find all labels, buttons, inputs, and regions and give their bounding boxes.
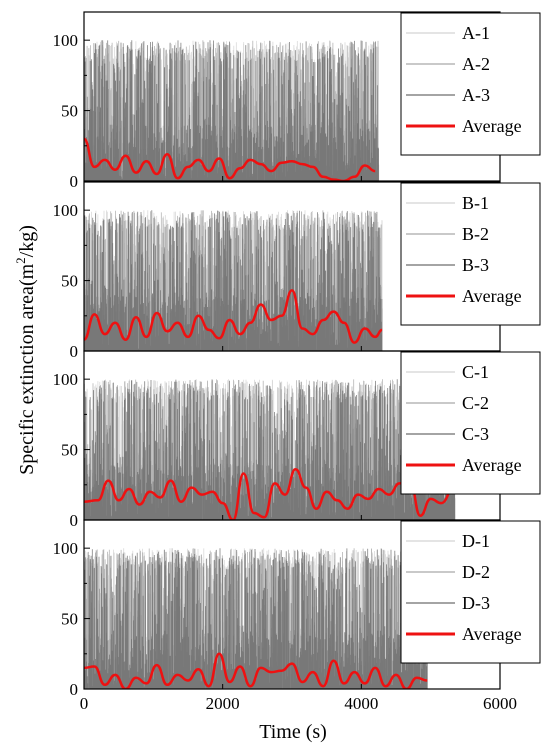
legend-label-b-2: B-2 [462,224,489,244]
legend-label-a-2: A-2 [462,54,490,74]
x-tick-label-0: 0 [80,694,89,713]
legend-label-c-3: C-3 [462,424,489,444]
y-tick-label-b-100: 100 [53,201,79,220]
panel-d: 0 50 100 D-1 D-2 D-3 Average [53,519,541,699]
legend-label-average: Average [462,624,522,644]
plot-area-d [84,548,428,689]
panel-a: 0 50 100 A-1 A-2 A-3 Average [53,11,541,191]
y-tick-label-d-0: 0 [70,680,79,699]
legend-a: A-1 A-2 A-3 Average [400,12,541,156]
series-average-d [84,652,428,689]
legend-label-b-1: B-1 [462,193,489,213]
y-tick-label-a-100: 100 [53,31,79,50]
legend-label-d-1: D-1 [462,531,490,551]
legend-label-average: Average [462,286,522,306]
legend-label-average: Average [462,455,522,475]
legend-label-d-2: D-2 [462,562,490,582]
legend-label-b-3: B-3 [462,255,489,275]
legend-label-average: Average [462,116,522,136]
y-tick-label-b-0: 0 [70,342,79,361]
legend-box-c [400,351,541,495]
y-tick-label-d-100: 100 [53,539,79,558]
y-axis-label-suffix: /kg) [16,225,38,257]
y-axis-label: Specific extinction area(m2/kg) [13,225,38,475]
legend-label-c-1: C-1 [462,362,489,382]
series-a-3 [84,40,379,181]
legend-box-b [400,182,541,326]
panel-b: 0 50 100 B-1 B-2 B-3 Average [53,181,541,361]
y-tick-label-c-50: 50 [61,441,78,460]
series-average-a [84,137,376,181]
y-tick-label-d-50: 50 [61,610,78,629]
legend-box-a [400,12,541,156]
legend-label-a-1: A-1 [462,23,490,43]
y-axis-label-superscript: 2 [13,257,28,264]
series-average-c [84,468,456,520]
y-tick-label-c-100: 100 [53,370,79,389]
y-axis-label-prefix: Specific extinction area(m [16,263,38,474]
legend-label-d-3: D-3 [462,593,490,613]
x-tick-label-6000: 6000 [483,694,517,713]
series-average-b [84,289,383,344]
x-axis-label: Time (s) [259,721,327,743]
plot-area-c [84,379,456,520]
plot-area-a [84,40,380,181]
y-tick-label-a-0: 0 [70,172,79,191]
legend-label-c-2: C-2 [462,393,489,413]
legend-d: D-1 D-2 D-3 Average [400,520,541,664]
legend-box-d [400,520,541,664]
plot-area-b [84,210,383,351]
y-tick-label-b-50: 50 [61,272,78,291]
x-tick-label-2000: 2000 [206,694,240,713]
y-tick-label-a-50: 50 [61,102,78,121]
legend-label-a-3: A-3 [462,85,490,105]
panel-c: 0 50 100 C-1 C-2 C-3 Average [53,350,541,530]
legend-b: B-1 B-2 B-3 Average [400,182,541,326]
y-tick-label-c-0: 0 [70,511,79,530]
legend-c: C-1 C-2 C-3 Average [400,351,541,495]
x-tick-label-4000: 4000 [344,694,378,713]
